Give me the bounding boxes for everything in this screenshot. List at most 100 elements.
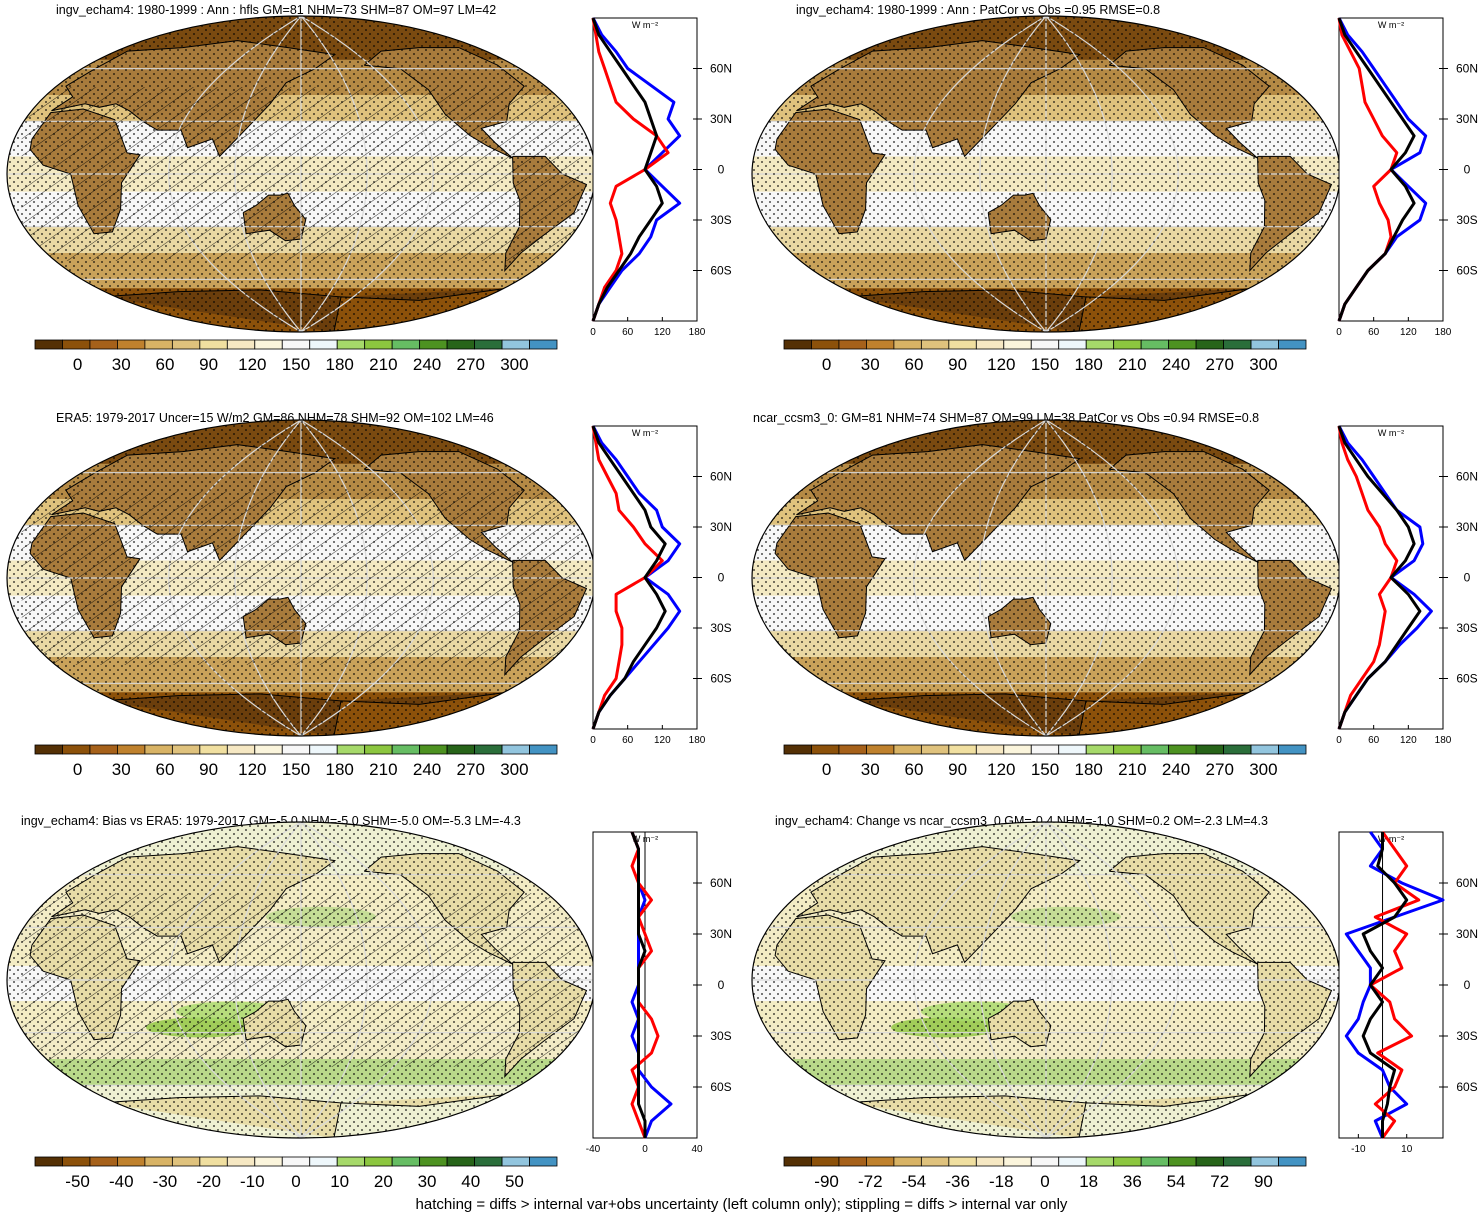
colorbar-box xyxy=(1058,1156,1087,1167)
colorbar-tick-label: 90 xyxy=(948,355,967,374)
profile-xtick-label: 40 xyxy=(691,1144,703,1155)
colorbar-box xyxy=(144,1156,173,1167)
colorbar-box xyxy=(1223,1156,1252,1167)
colorbar-tick-label: 270 xyxy=(457,355,485,374)
colorbar-box xyxy=(529,1156,558,1167)
profile-unit: W m⁻² xyxy=(1378,428,1404,438)
colorbar-box xyxy=(975,1156,1005,1167)
profile-xtick-label: 0 xyxy=(590,327,596,338)
colorbar-tick-label: -40 xyxy=(109,1172,134,1191)
colorbar-tick-label: 0 xyxy=(822,355,831,374)
colorbar-box xyxy=(1003,1156,1032,1167)
colorbar-box xyxy=(893,339,922,350)
colorbar-tick-label: 180 xyxy=(1074,760,1102,779)
profile-unit: W m⁻² xyxy=(632,428,658,438)
zonal-profile-5: W m⁻² 60N 30N 0 30S 60S -40 0 40 xyxy=(586,831,732,1155)
panel-1: ingv_echam4: 1980-1999 : Ann : hfls GM=8… xyxy=(0,0,741,380)
colorbar-tick-label: -50 xyxy=(65,1172,90,1191)
profile-unit: W m⁻² xyxy=(632,20,658,30)
panel-6: ingv_echam4: Change vs ncar_ccsm3_0 GM=-… xyxy=(741,805,1483,1185)
colorbar-box xyxy=(1278,1156,1307,1167)
colorbar-box xyxy=(838,1156,867,1167)
colorbar-box xyxy=(866,339,895,350)
colorbar-box xyxy=(391,744,421,755)
colorbar-box xyxy=(811,339,840,350)
profile-xtick-label: 180 xyxy=(1435,327,1452,338)
panel-title: ERA5: 1979-2017 Uncer=15 W/m2 GM=86 NHM=… xyxy=(56,411,494,425)
colorbar-tick-label: 150 xyxy=(282,760,310,779)
colorbar-box xyxy=(529,339,558,350)
colorbar-box xyxy=(419,744,448,755)
panel-2: ingv_echam4: 1980-1999 : Ann : PatCor vs… xyxy=(741,0,1483,380)
zonal-profile-4: W m⁻² 60N 30N 0 30S 60S 0 60 120 180 xyxy=(1336,425,1478,746)
colorbar-box xyxy=(501,744,530,755)
colorbar-tick-label: 120 xyxy=(987,355,1015,374)
colorbar-box xyxy=(474,1156,503,1167)
colorbar-tick-label: 180 xyxy=(1074,355,1102,374)
stippling xyxy=(752,420,1340,736)
colorbar-box xyxy=(529,744,558,755)
profile-series-line xyxy=(630,831,647,1138)
colorbar-box xyxy=(199,339,228,350)
colorbar-box xyxy=(838,744,867,755)
colorbar-box xyxy=(391,339,421,350)
colorbar-tick-label: 150 xyxy=(1031,760,1059,779)
colorbar-5: -50 -40 -30 -20 -10 0 10 20 30 40 50 xyxy=(34,1156,558,1191)
colorbar-tick-label: 210 xyxy=(369,760,397,779)
colorbar-box xyxy=(226,339,256,350)
colorbar-box xyxy=(89,1156,118,1167)
profile-ytick-label: 0 xyxy=(1464,163,1471,177)
profile-series-line xyxy=(591,17,664,322)
colorbar-tick-label: 300 xyxy=(1249,760,1277,779)
colorbar-box xyxy=(89,339,118,350)
colorbar-box xyxy=(309,339,338,350)
colorbar-box xyxy=(1168,1156,1197,1167)
colorbar-box xyxy=(446,1156,475,1167)
colorbar-tick-label: 60 xyxy=(155,760,174,779)
colorbar-box xyxy=(1278,744,1307,755)
zonal-profile-3: W m⁻² 60N 30N 0 30S 60S 0 60 120 180 xyxy=(590,425,732,746)
zonal-profile-1: W m⁻² 60N 30N 0 30S 60S 0 60 120 180 xyxy=(590,17,732,338)
colorbar-box xyxy=(117,339,146,350)
profile-ytick-label: 30S xyxy=(710,213,731,227)
colorbar-box xyxy=(364,744,393,755)
map-panel-4 xyxy=(751,419,1341,737)
figure-footer: hatching = diffs > internal var+obs unce… xyxy=(415,1196,1068,1213)
profile-ytick-label: 30S xyxy=(1456,1029,1477,1043)
colorbar-box xyxy=(1085,339,1115,350)
colorbar-tick-label: -10 xyxy=(240,1172,265,1191)
colorbar-box xyxy=(866,1156,895,1167)
colorbar-box xyxy=(364,1156,393,1167)
profile-ytick-label: 30S xyxy=(710,621,731,635)
colorbar-tick-label: 270 xyxy=(457,760,485,779)
colorbar-tick-label: 40 xyxy=(461,1172,480,1191)
colorbar-box xyxy=(446,339,475,350)
colorbar-box xyxy=(336,1156,366,1167)
colorbar-box xyxy=(309,744,338,755)
panel-title: ncar_ccsm3_0: GM=81 NHM=74 SHM=87 OM=99 … xyxy=(753,411,1260,425)
profile-ytick-label: 30S xyxy=(1456,213,1477,227)
profile-ytick-label: 30N xyxy=(1456,112,1478,126)
colorbar-box xyxy=(811,1156,840,1167)
profile-unit: W m⁻² xyxy=(632,834,658,844)
colorbar-box xyxy=(920,1156,950,1167)
colorbar-4: 0 30 60 90 120 150 180 210 240 270 300 xyxy=(783,744,1307,779)
stippling xyxy=(752,16,1340,332)
panel-title: ingv_echam4: 1980-1999 : Ann : PatCor vs… xyxy=(796,3,1161,17)
profile-xtick-label: 180 xyxy=(1435,735,1452,746)
profile-ytick-label: 60N xyxy=(710,876,732,890)
colorbar-6: -90 -72 -54 -36 -18 0 18 36 54 72 90 xyxy=(783,1156,1307,1191)
colorbar-tick-label: 270 xyxy=(1206,760,1234,779)
profile-xtick-label: 180 xyxy=(689,327,706,338)
colorbar-box xyxy=(144,339,173,350)
colorbar-tick-label: 60 xyxy=(904,760,923,779)
profile-ytick-label: 30N xyxy=(710,927,732,941)
colorbar-box xyxy=(948,744,977,755)
colorbar-box xyxy=(1030,1156,1060,1167)
profile-ytick-label: 60N xyxy=(710,62,732,76)
colorbar-box xyxy=(1140,744,1170,755)
profile-ytick-label: 60N xyxy=(1456,470,1478,484)
colorbar-box xyxy=(783,744,812,755)
colorbar-box xyxy=(1030,339,1060,350)
